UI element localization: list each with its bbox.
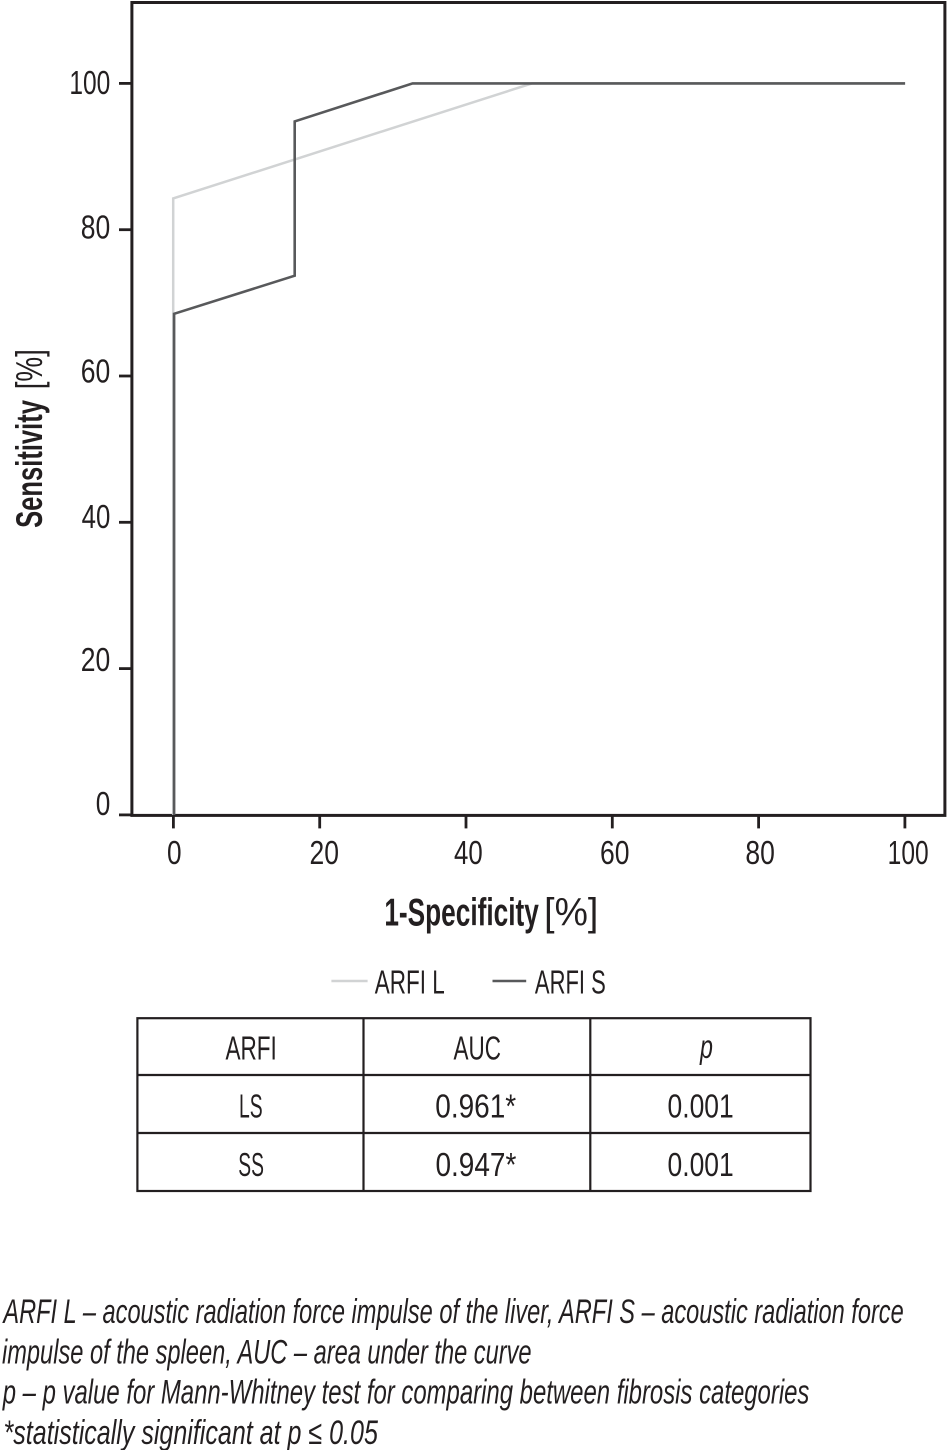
svg-text:[%]: [%] [544,891,598,935]
svg-text:AUC: AUC [454,1029,501,1066]
svg-text:20: 20 [81,642,110,678]
svg-text:0.961*: 0.961* [435,1088,516,1125]
svg-text:p – p value for Mann-Whitney t: p – p value for Mann-Whitney test for co… [2,1373,810,1411]
svg-text:20: 20 [309,835,338,871]
svg-text:p: p [699,1029,713,1066]
svg-text:100: 100 [888,836,929,872]
svg-text:40: 40 [454,835,483,872]
svg-text:0: 0 [96,786,111,823]
svg-text:[%]: [%] [8,349,50,389]
svg-text:0.947*: 0.947* [435,1147,516,1184]
svg-text:*statistically significant at: *statistically significant at p ≤ 0.05 [4,1414,379,1450]
svg-text:0.001: 0.001 [668,1147,734,1183]
svg-text:0.001: 0.001 [668,1089,734,1125]
svg-text:SS: SS [238,1147,264,1184]
svg-text:ARFI S: ARFI S [535,964,606,1000]
svg-text:impulse of the spleen, AUC – a: impulse of the spleen, AUC – area under … [2,1334,532,1371]
svg-text:80: 80 [745,835,774,871]
svg-text:0: 0 [167,835,182,872]
svg-text:LS: LS [239,1088,263,1125]
svg-text:ARFI: ARFI [225,1029,276,1066]
svg-text:100: 100 [69,66,110,102]
svg-text:40: 40 [82,499,111,536]
svg-text:ARFI L: ARFI L [375,963,445,1000]
svg-text:ARFI L – acoustic radiation fo: ARFI L – acoustic radiation force impuls… [2,1294,904,1331]
svg-text:60: 60 [600,835,629,871]
svg-text:80: 80 [81,210,110,246]
svg-text:60: 60 [81,354,110,390]
svg-text:1-Specificity: 1-Specificity [384,891,539,934]
svg-text:Sensitivity: Sensitivity [8,400,50,528]
